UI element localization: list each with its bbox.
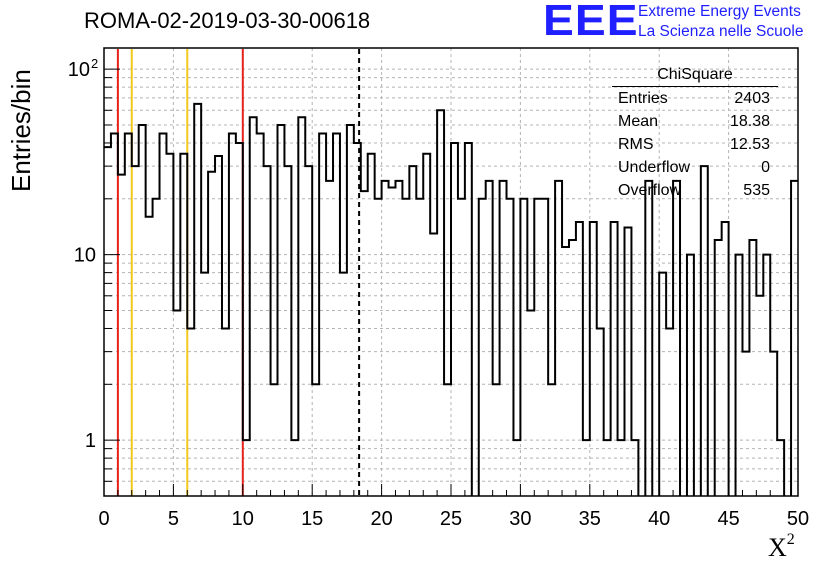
x-tick-label: 25 xyxy=(440,508,462,530)
stats-label: RMS xyxy=(618,136,654,153)
x-tick-label: 40 xyxy=(648,508,670,530)
logo-line-2: La Scienza nelle Scuole xyxy=(638,23,804,40)
x-tick-label: 30 xyxy=(509,508,531,530)
x-axis-label: X2 xyxy=(768,531,795,563)
logo-line-1: Extreme Energy Events xyxy=(638,3,801,20)
x-tick-label: 20 xyxy=(370,508,392,530)
y-tick-label: 10 xyxy=(74,245,96,267)
x-tick-label: 0 xyxy=(98,508,109,530)
stats-row-underflow: Underflow 0 xyxy=(612,156,778,179)
stats-label: Overflow xyxy=(618,182,682,199)
stats-value: 12.53 xyxy=(729,136,770,153)
x-axis-label-base: X xyxy=(768,533,787,562)
y-tick-label-superscript: 2 xyxy=(91,56,98,71)
stats-value: 0 xyxy=(761,159,770,176)
x-tick-label: 50 xyxy=(787,508,809,530)
stats-row-entries: Entries 2403 xyxy=(612,87,778,110)
stats-label: Underflow xyxy=(618,159,691,176)
x-axis-label-superscript: 2 xyxy=(786,531,795,548)
x-tick-label: 15 xyxy=(301,508,323,530)
histogram-series xyxy=(104,102,798,496)
stats-title: ChiSquare xyxy=(612,66,778,87)
stats-label: Entries xyxy=(618,90,668,107)
y-tick-label: 1 xyxy=(85,430,96,452)
stats-box: ChiSquare Entries 2403 Mean 18.38 RMS 12… xyxy=(612,66,778,202)
axis-ticks xyxy=(103,68,799,497)
x-tick-label: 35 xyxy=(579,508,601,530)
stats-value: 18.38 xyxy=(729,113,770,130)
eee-logo: EEE Extreme Energy Events La Scienza nel… xyxy=(543,0,833,45)
stats-row-rms: RMS 12.53 xyxy=(612,133,778,156)
stats-row-mean: Mean 18.38 xyxy=(612,110,778,133)
chart-title: ROMA-02-2019-03-30-00618 xyxy=(84,8,371,33)
eee-logo-mark: EEE xyxy=(543,0,639,45)
x-tick-label: 10 xyxy=(232,508,254,530)
stats-row-overflow: Overflow 535 xyxy=(612,179,778,202)
y-tick-label: 10 xyxy=(68,59,90,81)
y-axis-label: Entries/bin xyxy=(6,69,36,192)
stats-value: 2403 xyxy=(734,90,770,107)
stats-label: Mean xyxy=(618,113,659,130)
x-tick-label: 5 xyxy=(168,508,179,530)
x-tick-label: 45 xyxy=(717,508,739,530)
stats-value: 535 xyxy=(743,182,770,199)
